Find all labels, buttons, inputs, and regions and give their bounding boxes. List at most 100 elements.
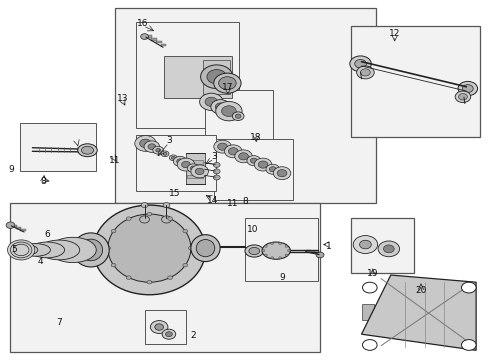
Text: 1: 1 <box>325 242 330 251</box>
Text: 10: 10 <box>246 225 258 234</box>
Circle shape <box>188 246 193 250</box>
Bar <box>314 252 319 254</box>
Circle shape <box>278 242 281 244</box>
Circle shape <box>278 257 281 259</box>
Circle shape <box>187 164 199 172</box>
Circle shape <box>457 81 477 96</box>
Text: 3: 3 <box>166 136 171 145</box>
Bar <box>20 229 25 231</box>
Text: 13: 13 <box>117 94 128 103</box>
Circle shape <box>356 66 373 79</box>
Bar <box>245 219 317 281</box>
Circle shape <box>234 150 252 163</box>
Bar <box>144 310 185 344</box>
Circle shape <box>163 152 166 155</box>
Circle shape <box>462 85 472 93</box>
Text: 9: 9 <box>279 273 285 282</box>
Text: 4: 4 <box>38 257 43 266</box>
Circle shape <box>262 249 264 252</box>
Bar <box>213 139 292 200</box>
Text: 17: 17 <box>222 83 233 92</box>
Text: 7: 7 <box>56 318 62 327</box>
Circle shape <box>218 77 236 90</box>
Circle shape <box>316 252 324 258</box>
Circle shape <box>171 156 175 159</box>
Bar <box>16 227 21 229</box>
Bar <box>310 251 315 253</box>
Circle shape <box>161 151 168 157</box>
Circle shape <box>213 73 241 93</box>
Circle shape <box>150 320 167 333</box>
Circle shape <box>126 217 131 220</box>
Circle shape <box>148 144 156 149</box>
Circle shape <box>287 249 290 252</box>
Circle shape <box>204 97 217 107</box>
Circle shape <box>213 162 220 167</box>
Ellipse shape <box>39 240 80 260</box>
Text: 2: 2 <box>190 332 195 341</box>
Circle shape <box>161 216 171 223</box>
Circle shape <box>155 324 163 330</box>
Bar <box>185 153 204 184</box>
Circle shape <box>265 164 279 174</box>
Circle shape <box>6 222 15 228</box>
Ellipse shape <box>93 205 205 295</box>
Text: 8: 8 <box>41 177 46 186</box>
Circle shape <box>111 229 116 233</box>
Bar <box>10 203 320 352</box>
Circle shape <box>454 91 470 103</box>
Bar <box>203 60 229 94</box>
Circle shape <box>377 241 399 257</box>
Circle shape <box>140 139 151 148</box>
Bar <box>151 39 157 41</box>
Circle shape <box>169 155 177 161</box>
Circle shape <box>173 156 186 166</box>
Ellipse shape <box>248 247 259 255</box>
Bar <box>187 160 203 164</box>
Bar <box>115 8 375 203</box>
Circle shape <box>141 203 148 208</box>
Bar <box>11 225 17 226</box>
Circle shape <box>13 244 29 256</box>
Circle shape <box>165 332 172 337</box>
Circle shape <box>210 100 230 114</box>
Circle shape <box>7 240 35 260</box>
Circle shape <box>224 145 242 158</box>
Circle shape <box>126 276 131 279</box>
Text: 5: 5 <box>11 246 17 255</box>
Circle shape <box>140 216 149 223</box>
Bar <box>361 304 373 320</box>
Circle shape <box>111 264 116 267</box>
Text: 12: 12 <box>388 29 400 38</box>
Circle shape <box>246 156 260 166</box>
Ellipse shape <box>108 214 190 282</box>
Circle shape <box>167 276 172 279</box>
Circle shape <box>461 339 475 350</box>
Text: 16: 16 <box>137 19 148 28</box>
Circle shape <box>285 245 287 247</box>
Circle shape <box>183 229 187 233</box>
Circle shape <box>156 148 160 152</box>
Bar <box>163 56 232 98</box>
Circle shape <box>162 329 175 339</box>
Circle shape <box>349 56 370 72</box>
Bar <box>187 175 203 178</box>
Circle shape <box>10 242 32 258</box>
Circle shape <box>221 106 236 117</box>
Circle shape <box>238 153 248 160</box>
Circle shape <box>285 254 287 256</box>
Circle shape <box>277 170 286 177</box>
Circle shape <box>359 240 370 249</box>
Text: 8: 8 <box>242 197 248 206</box>
Bar <box>136 135 215 191</box>
Circle shape <box>105 246 110 250</box>
Circle shape <box>206 69 226 84</box>
Text: 20: 20 <box>414 286 426 295</box>
Circle shape <box>250 158 257 163</box>
Circle shape <box>195 168 203 175</box>
Circle shape <box>217 143 227 150</box>
Ellipse shape <box>49 237 96 262</box>
Circle shape <box>177 158 194 171</box>
Circle shape <box>362 339 376 350</box>
Text: 6: 6 <box>44 230 50 239</box>
